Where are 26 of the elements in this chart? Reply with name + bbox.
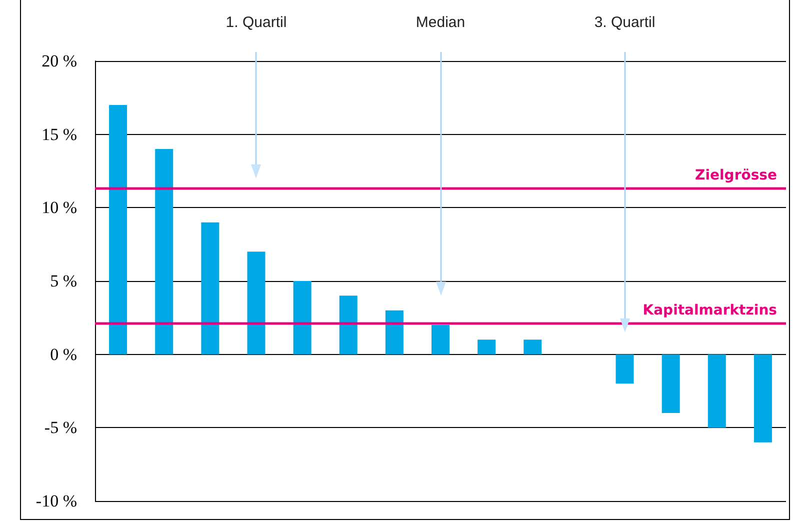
y-tick-label: 5 % <box>50 272 77 290</box>
bar <box>109 105 128 354</box>
bar <box>155 149 174 354</box>
bar <box>385 310 404 354</box>
y-tick-label: 10 % <box>42 198 77 218</box>
bar <box>201 222 220 354</box>
bar <box>478 340 496 354</box>
y-tick-label: 20 % <box>42 52 77 70</box>
bar <box>247 252 266 354</box>
bar <box>293 281 312 354</box>
text: Median <box>416 14 466 31</box>
bar <box>662 354 680 413</box>
ref-line-label: Zielgrösse <box>695 168 777 184</box>
ref-line-label: Kapitalmarktzins <box>642 302 777 319</box>
bar <box>432 325 450 354</box>
y-tick-label: -5 % <box>44 418 77 438</box>
bar <box>708 354 726 428</box>
text: 3. Quartil <box>594 14 656 31</box>
y-tick-label: 0 % <box>50 344 77 364</box>
bar <box>616 354 634 384</box>
bar <box>524 340 542 354</box>
bar <box>339 296 358 354</box>
text: 1. Quartil <box>226 14 287 31</box>
y-tick-label: -10 % <box>36 492 77 510</box>
y-tick-label: 15 % <box>42 124 77 144</box>
bar <box>754 354 772 442</box>
